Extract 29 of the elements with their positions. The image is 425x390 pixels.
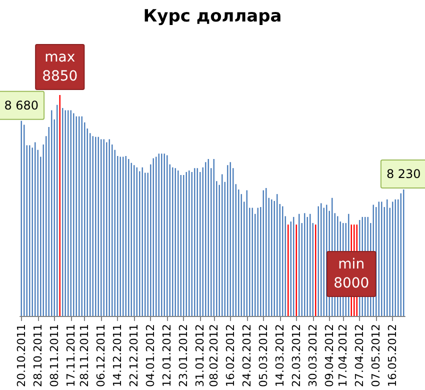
x-tick-label: 06.12.2011 <box>94 324 108 388</box>
x-tick-label: 14.12.2011 <box>111 324 124 388</box>
x-tick-label: 08.11.2011 <box>48 324 61 388</box>
x-tick-label: 08.02.2012 <box>207 324 220 388</box>
data-label: min 8000 <box>334 256 370 292</box>
data-label: 8 230 <box>386 167 421 182</box>
x-tick-label: 30.03.2012 <box>306 324 320 388</box>
x-tick-label: 28.11.2011 <box>78 324 92 388</box>
x-tick-label: 17.04.2012 <box>336 324 350 388</box>
x-tick-label: 07.05.2012 <box>370 324 383 388</box>
x-tick-label: 31.01.2012 <box>194 324 207 388</box>
x-tick-label: 28.10.2011 <box>31 324 44 388</box>
x-tick-label: 09.04.2012 <box>322 324 336 388</box>
x-tick-label: 24.02.2012 <box>240 324 254 388</box>
x-tick-label: 22.12.2011 <box>128 324 141 388</box>
x-tick-label: 16.05.2012 <box>386 324 400 388</box>
x-tick-label: 23.01.2012 <box>177 324 190 388</box>
x-tick-label: 16.02.2012 <box>224 324 237 388</box>
x-tick-label: 20.10.2011 <box>14 324 28 388</box>
x-tick-label: 04.01.2012 <box>144 324 158 388</box>
x-tick-label: 17.11.2011 <box>64 324 78 388</box>
x-tick-label: 14.03.2012 <box>273 324 286 388</box>
x-tick-label: 22.03.2012 <box>290 324 303 388</box>
chart-title: Курс доллара <box>143 6 282 26</box>
x-tick-label: 05.03.2012 <box>256 324 270 388</box>
data-label: max 8850 <box>42 50 78 84</box>
x-tick-label: 12.01.2012 <box>160 324 174 388</box>
x-tick-label: 27.04.2012 <box>353 324 366 388</box>
data-label: 8 680 <box>4 98 39 112</box>
